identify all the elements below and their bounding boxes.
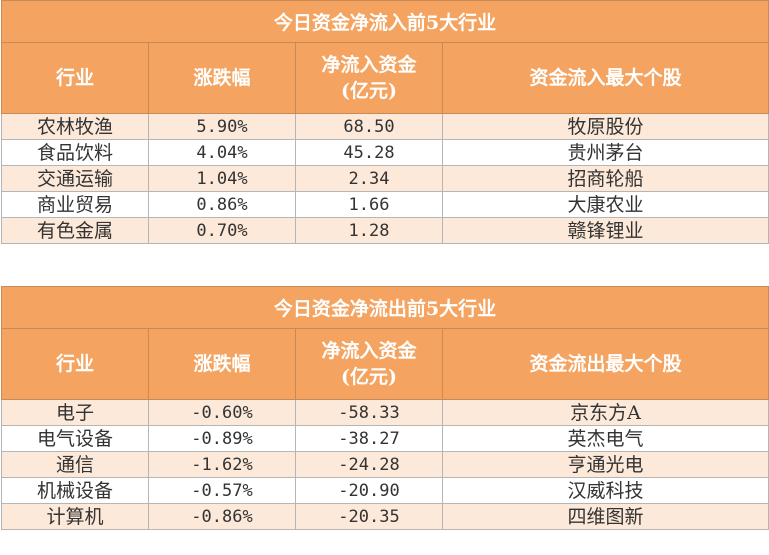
net-flow-cell: 1.66	[295, 191, 443, 218]
net-flow-cell: 2.34	[295, 165, 443, 192]
industry-cell: 商业贸易	[1, 191, 149, 218]
change-cell: 4.04%	[148, 139, 296, 166]
outflow-header-net: 净流入资金 (亿元)	[295, 328, 443, 400]
table-row: 食品饮料 4.04% 45.28 贵州茅台	[1, 139, 769, 166]
net-flow-cell: -38.27	[295, 425, 443, 452]
inflow-header-net: 净流入资金 (亿元)	[295, 42, 443, 114]
table-row: 交通运输 1.04% 2.34 招商轮船	[1, 165, 769, 192]
inflow-header-net-line1: 净流入资金	[321, 54, 417, 76]
industry-cell: 通信	[1, 451, 149, 478]
inflow-header-change: 涨跌幅	[148, 42, 296, 114]
stock-cell: 招商轮船	[441, 165, 769, 192]
table-row: 有色金属 0.70% 1.28 赣锋锂业	[1, 217, 769, 244]
inflow-header-industry: 行业	[1, 42, 149, 114]
table-row: 电气设备 -0.89% -38.27 英杰电气	[1, 425, 769, 452]
change-cell: 5.90%	[148, 113, 296, 140]
outflow-header-stock: 资金流出最大个股	[441, 328, 769, 400]
table-row: 计算机 -0.86% -20.35 四维图新	[1, 503, 769, 530]
table-row: 商业贸易 0.86% 1.66 大康农业	[1, 191, 769, 218]
stock-cell: 亨通光电	[441, 451, 769, 478]
industry-cell: 食品饮料	[1, 139, 149, 166]
net-flow-cell: -20.35	[295, 503, 443, 530]
industry-cell: 电气设备	[1, 425, 149, 452]
table-row: 农林牧渔 5.90% 68.50 牧原股份	[1, 113, 769, 140]
outflow-header-industry: 行业	[1, 328, 149, 400]
net-flow-cell: 45.28	[295, 139, 443, 166]
inflow-table-title: 今日资金净流入前5大行业	[0, 0, 769, 43]
stock-cell: 京东方A	[441, 399, 769, 426]
net-flow-cell: -24.28	[295, 451, 443, 478]
outflow-table-title: 今日资金净流出前5大行业	[0, 286, 769, 329]
change-cell: 0.86%	[148, 191, 296, 218]
change-cell: 1.04%	[148, 165, 296, 192]
net-flow-cell: -20.90	[295, 477, 443, 504]
change-cell: -0.60%	[148, 399, 296, 426]
net-flow-cell: -58.33	[295, 399, 443, 426]
stock-cell: 牧原股份	[441, 113, 769, 140]
net-flow-cell: 68.50	[295, 113, 443, 140]
industry-cell: 电子	[1, 399, 149, 426]
stock-cell: 英杰电气	[441, 425, 769, 452]
industry-cell: 交通运输	[1, 165, 149, 192]
industry-cell: 机械设备	[1, 477, 149, 504]
inflow-table: 今日资金净流入前5大行业 行业 涨跌幅 净流入资金 (亿元) 资金流入最大个股 农…	[0, 0, 769, 244]
change-cell: -1.62%	[148, 451, 296, 478]
net-flow-cell: 1.28	[295, 217, 443, 244]
stock-cell: 汉威科技	[441, 477, 769, 504]
industry-cell: 有色金属	[1, 217, 149, 244]
table-row: 通信 -1.62% -24.28 亨通光电	[1, 451, 769, 478]
table-row: 机械设备 -0.57% -20.90 汉威科技	[1, 477, 769, 504]
industry-cell: 农林牧渔	[1, 113, 149, 140]
change-cell: -0.86%	[148, 503, 296, 530]
change-cell: 0.70%	[148, 217, 296, 244]
outflow-header-net-line1: 净流入资金	[321, 340, 417, 362]
outflow-header-change: 涨跌幅	[148, 328, 296, 400]
change-cell: -0.89%	[148, 425, 296, 452]
stock-cell: 贵州茅台	[441, 139, 769, 166]
table-row: 电子 -0.60% -58.33 京东方A	[1, 399, 769, 426]
change-cell: -0.57%	[148, 477, 296, 504]
outflow-table: 今日资金净流出前5大行业 行业 涨跌幅 净流入资金 (亿元) 资金流出最大个股 电…	[0, 286, 769, 530]
outflow-header-net-line2: (亿元)	[341, 366, 397, 388]
stock-cell: 四维图新	[441, 503, 769, 530]
inflow-header-net-line2: (亿元)	[341, 80, 397, 102]
stock-cell: 赣锋锂业	[441, 217, 769, 244]
industry-cell: 计算机	[1, 503, 149, 530]
stock-cell: 大康农业	[441, 191, 769, 218]
inflow-header-stock: 资金流入最大个股	[441, 42, 769, 114]
